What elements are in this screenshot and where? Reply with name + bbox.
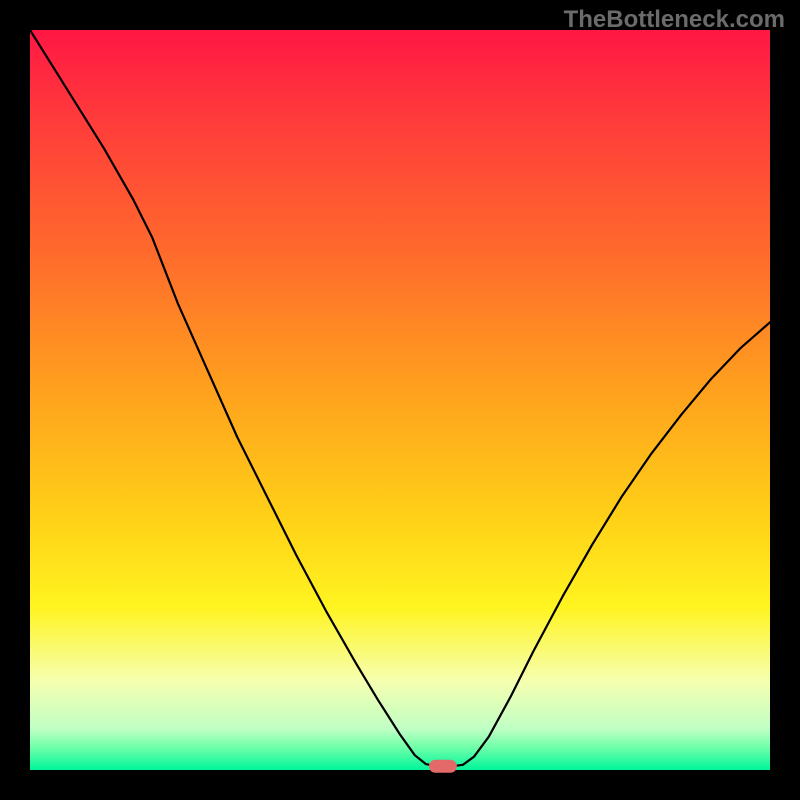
bottleneck-chart bbox=[0, 0, 800, 800]
optimum-marker bbox=[429, 760, 457, 773]
plot-background-gradient bbox=[30, 30, 770, 770]
watermark-text: TheBottleneck.com bbox=[564, 6, 785, 34]
